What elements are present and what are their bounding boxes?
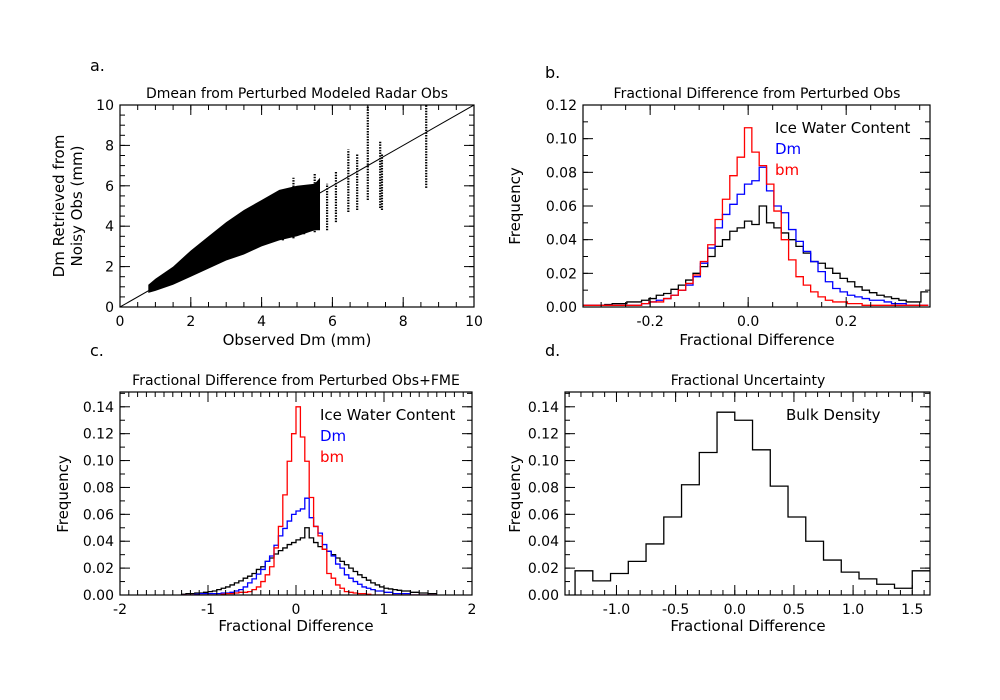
- panel-a-ylabel-line2: Noisy Obs (mm): [68, 146, 86, 267]
- panel-a-ylabel-line1: Dm Retrieved from: [50, 135, 68, 278]
- y-tick-label: 10: [96, 98, 114, 114]
- histogram-bm: [583, 127, 929, 307]
- y-tick-label: 0.14: [528, 400, 559, 416]
- x-tick-label: 0.5: [783, 602, 805, 618]
- histogram-ice-water-content: [583, 205, 929, 307]
- panel-d-xlabel: Fractional Difference: [670, 617, 825, 635]
- x-tick-label: -0.2: [636, 314, 663, 330]
- x-tick-label: 0.2: [835, 314, 857, 330]
- y-tick-label: 0.08: [83, 480, 114, 496]
- panel-c-xlabel: Fractional Difference: [218, 617, 373, 635]
- legend-ice-water-content: Ice Water Content: [775, 119, 911, 137]
- y-tick-label: 0.06: [528, 507, 559, 523]
- x-tick-label: 10: [465, 314, 483, 330]
- y-tick-label: 0: [105, 300, 114, 316]
- legend-bulk-density: Bulk Density: [786, 406, 881, 424]
- x-tick-label: 1.5: [901, 602, 923, 618]
- histogram-bulk-density: [574, 411, 930, 595]
- panel-label-d: d.: [545, 341, 560, 360]
- panel-a-xlabel: Observed Dm (mm): [223, 331, 372, 349]
- y-tick-label: 0.12: [83, 427, 114, 443]
- panel-b-ylabel: Frequency: [506, 167, 524, 245]
- panel-a: a. Dmean from Perturbed Modeled Radar Ob…: [50, 56, 483, 349]
- x-tick-label: 2: [186, 314, 195, 330]
- y-tick-label: 0.12: [528, 427, 559, 443]
- histogram-ice-water-content: [180, 527, 437, 595]
- plot-area-d: [574, 411, 930, 595]
- y-tick-label: 0.00: [546, 300, 577, 316]
- y-tick-label: 4: [105, 219, 114, 235]
- panel-c-title: Fractional Difference from Perturbed Obs…: [132, 373, 460, 389]
- y-tick-label: 0.06: [546, 199, 577, 215]
- x-tick-label: 1.0: [842, 602, 864, 618]
- scatter-dense-cloud: [148, 177, 321, 293]
- x-tick-label: 6: [328, 314, 337, 330]
- legend-dm: Dm: [775, 140, 801, 158]
- one-to-one-line: [120, 105, 474, 307]
- x-tick-label: 0.0: [724, 602, 746, 618]
- y-tick-label: 0.02: [546, 266, 577, 282]
- panel-c: c. Fractional Difference from Perturbed …: [54, 341, 476, 635]
- panel-label-c: c.: [90, 341, 104, 360]
- legend-bm: bm: [320, 448, 344, 466]
- y-tick-label: 0.06: [83, 507, 114, 523]
- x-tick-label: -1.0: [603, 602, 630, 618]
- panel-d: d. Fractional Uncertainty Fractional Dif…: [506, 341, 931, 635]
- y-tick-label: 0.10: [546, 132, 577, 148]
- y-tick-label: 0.02: [83, 561, 114, 577]
- y-tick-label: 0.08: [528, 480, 559, 496]
- x-tick-label: 0: [292, 602, 301, 618]
- y-tick-label: 2: [105, 260, 114, 276]
- y-tick-label: 0.10: [528, 454, 559, 470]
- panel-a-title: Dmean from Perturbed Modeled Radar Obs: [146, 86, 448, 102]
- legend-ice-water-content: Ice Water Content: [320, 406, 456, 424]
- x-tick-label: 1: [380, 602, 389, 618]
- panel-b-title: Fractional Difference from Perturbed Obs: [614, 86, 901, 102]
- x-tick-label: -0.5: [662, 602, 689, 618]
- y-tick-label: 0.04: [546, 233, 577, 249]
- y-tick-label: 0.02: [528, 561, 559, 577]
- y-tick-label: 0.00: [83, 588, 114, 604]
- legend-bm: bm: [775, 161, 799, 179]
- y-tick-label: 0.00: [528, 588, 559, 604]
- x-tick-label: -1: [201, 602, 215, 618]
- panel-d-title: Fractional Uncertainty: [671, 373, 826, 389]
- histogram-dm: [583, 166, 929, 307]
- panel-c-ylabel: Frequency: [54, 455, 72, 533]
- panel-label-b: b.: [545, 63, 560, 82]
- y-tick-label: 0.04: [83, 534, 114, 550]
- plot-area-b: [583, 127, 929, 307]
- x-tick-label: 8: [399, 314, 408, 330]
- panel-d-ylabel: Frequency: [506, 455, 524, 533]
- x-tick-label: -2: [113, 602, 127, 618]
- y-tick-label: 0.14: [83, 400, 114, 416]
- x-tick-label: 0: [116, 314, 125, 330]
- y-tick-label: 0.04: [528, 534, 559, 550]
- y-tick-label: 8: [105, 138, 114, 154]
- y-tick-label: 0.10: [83, 454, 114, 470]
- y-tick-label: 6: [105, 179, 114, 195]
- y-tick-label: 0.12: [546, 98, 577, 114]
- y-tick-label: 0.08: [546, 165, 577, 181]
- panel-b-xlabel: Fractional Difference: [679, 331, 834, 349]
- plot-frame: [564, 391, 931, 596]
- legend-dm: Dm: [320, 427, 346, 445]
- x-tick-label: 2: [468, 602, 477, 618]
- x-tick-label: 0.0: [737, 314, 759, 330]
- panel-label-a: a.: [90, 56, 105, 75]
- x-tick-label: 4: [257, 314, 266, 330]
- panel-b: b. Fractional Difference from Perturbed …: [506, 63, 931, 349]
- plot-area-a: [120, 105, 474, 307]
